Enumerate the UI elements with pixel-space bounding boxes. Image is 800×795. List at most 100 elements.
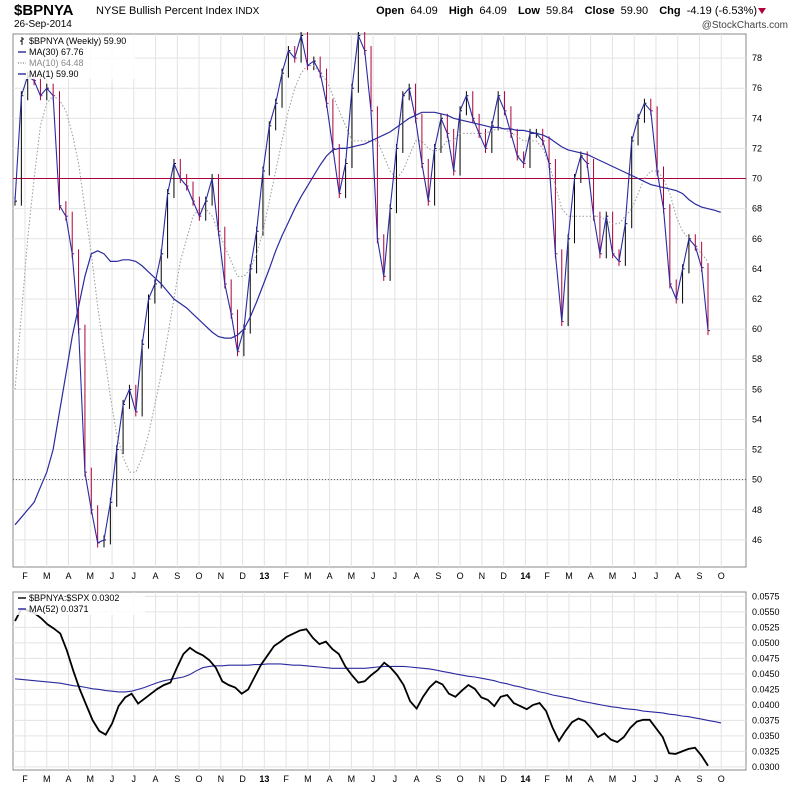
y-tick-label: 0.0425: [752, 684, 780, 694]
x-tick-label: M: [304, 774, 312, 784]
y-tick-label: 60: [752, 324, 762, 334]
x-tick-label: 13: [259, 571, 269, 581]
legend-box: [15, 35, 135, 79]
x-tick-label: S: [174, 571, 180, 581]
low-label: Low: [517, 5, 540, 17]
x-tick-label: A: [588, 571, 594, 581]
open-label: Open: [376, 5, 405, 17]
x-tick-label: M: [43, 571, 51, 581]
x-tick-label: N: [479, 774, 486, 784]
exchange-label: INDX: [235, 6, 260, 17]
legend-box: [15, 593, 145, 615]
x-tick-label: A: [675, 571, 681, 581]
y-tick-label: 0.0525: [752, 622, 780, 632]
x-tick-label: D: [500, 571, 507, 581]
index-title: NYSE Bullish Percent Index: [96, 5, 233, 17]
x-tick-label: J: [371, 774, 376, 784]
x-tick-label: S: [435, 571, 441, 581]
x-tick-label: J: [632, 774, 637, 784]
y-tick-label: 46: [752, 535, 762, 545]
x-tick-label: O: [457, 774, 464, 784]
y-tick-label: 54: [752, 414, 762, 424]
x-tick-label: J: [132, 571, 137, 581]
y-tick-label: 56: [752, 384, 762, 394]
y-tick-label: 0.0300: [752, 762, 780, 772]
x-tick-label: S: [435, 774, 441, 784]
quote-summary: Open 64.09 High 64.09 Low 59.84 Close 59…: [373, 5, 762, 17]
y-tick-label: 74: [752, 113, 762, 123]
ticker-symbol: $BPNYA: [14, 2, 74, 19]
y-tick-label: 0.0550: [752, 607, 780, 617]
x-tick-label: S: [696, 571, 702, 581]
y-tick-label: 0.0500: [752, 638, 780, 648]
y-tick-label: 0.0475: [752, 653, 780, 663]
x-tick-label: J: [110, 774, 115, 784]
x-tick-label: A: [66, 774, 72, 784]
x-tick-label: F: [22, 571, 28, 581]
ma52-line: [14, 663, 722, 724]
x-tick-label: J: [393, 571, 398, 581]
x-tick-label: D: [500, 774, 507, 784]
x-tick-label: J: [632, 571, 637, 581]
x-tick-label: A: [153, 571, 159, 581]
x-tick-label: M: [87, 774, 95, 784]
ma10-line: [14, 65, 709, 473]
y-tick-label: 50: [752, 475, 762, 485]
x-tick-label: A: [588, 774, 594, 784]
high-value: 64.09: [479, 5, 507, 17]
x-tick-label: M: [565, 571, 573, 581]
x-tick-label: 14: [520, 571, 530, 581]
x-tick-label: J: [371, 571, 376, 581]
x-tick-label: J: [654, 774, 659, 784]
x-tick-label: A: [327, 774, 333, 784]
x-tick-label: O: [718, 774, 725, 784]
chart-header: $BPNYA NYSE Bullish Percent Index INDX 2…: [0, 0, 800, 32]
plot-frame: [12, 33, 747, 568]
x-tick-label: 13: [259, 774, 269, 784]
x-tick-label: M: [348, 571, 356, 581]
x-tick-label: M: [609, 774, 617, 784]
x-tick-label: N: [218, 774, 225, 784]
x-tick-label: A: [66, 571, 72, 581]
legend-label: $BPNYA (Weekly) 59.90: [29, 36, 126, 46]
y-tick-label: 0.0400: [752, 700, 780, 710]
ratio-chart-panel: F M A M J J A S O N D 13 F M A M J J A S O N D 14 F M A M J J A S O 0.030…: [12, 591, 780, 784]
chg-value: -4.19 (-6.53%): [686, 5, 757, 17]
x-tick-label: O: [718, 571, 725, 581]
x-tick-label: J: [132, 774, 137, 784]
legend-label: MA(1) 59.90: [29, 69, 79, 79]
ratio-line: [14, 607, 709, 767]
y-tick-label: 70: [752, 174, 762, 184]
x-tick-label: O: [457, 571, 464, 581]
source-credit: @StockCharts.com: [701, 20, 788, 31]
x-tick-label: A: [153, 774, 159, 784]
x-tick-label: A: [675, 774, 681, 784]
close-value: 59.90: [620, 5, 649, 17]
price-chart-panel: F M A M J J A S O N D 13 F M A M J J A S O N D 14 F M A M J J A S O 46 48 5…: [12, 32, 762, 581]
y-tick-label: 0.0350: [752, 731, 780, 741]
x-tick-label: S: [174, 774, 180, 784]
x-tick-label: N: [479, 571, 486, 581]
low-value: 59.84: [546, 5, 574, 17]
x-tick-label: O: [196, 571, 203, 581]
x-tick-label: A: [327, 571, 333, 581]
x-tick-label: D: [239, 774, 246, 784]
x-tick-label: A: [414, 774, 420, 784]
y-tick-label: 64: [752, 264, 762, 274]
open-value: 64.09: [410, 5, 438, 17]
ma30-line: [14, 111, 721, 526]
plot-frame: [12, 591, 747, 771]
index-name: NYSE Bullish Percent Index INDX: [96, 5, 259, 17]
down-arrow-icon: [758, 8, 766, 14]
x-tick-label: F: [283, 774, 289, 784]
x-tick-label: J: [110, 571, 115, 581]
legend-label: MA(10) 64.48: [29, 58, 84, 68]
x-tick-label: M: [348, 774, 356, 784]
y-tick-label: 48: [752, 505, 762, 515]
x-tick-label: M: [609, 571, 617, 581]
x-tick-label: M: [304, 571, 312, 581]
legend-label: MA(30) 67.76: [29, 47, 84, 57]
x-tick-label: J: [393, 774, 398, 784]
x-tick-label: J: [654, 571, 659, 581]
x-tick-label: A: [414, 571, 420, 581]
